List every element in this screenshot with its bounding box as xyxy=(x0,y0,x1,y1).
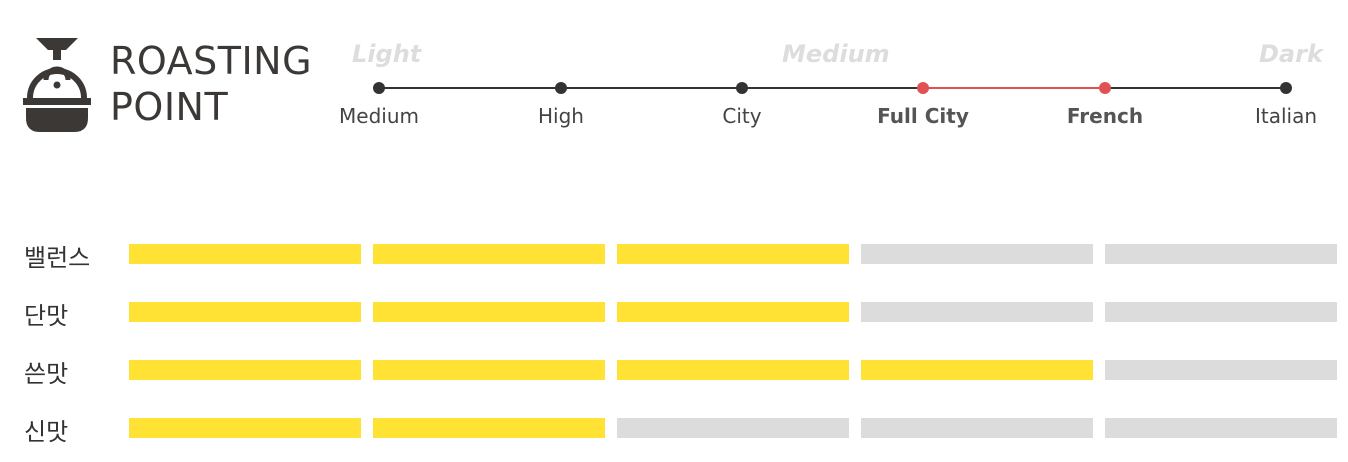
title-line-1: ROASTING xyxy=(110,39,313,83)
taste-level-bar xyxy=(861,302,1093,322)
taste-level-bar xyxy=(861,418,1093,438)
roast-level-dot xyxy=(555,82,567,94)
taste-level-bar xyxy=(373,302,605,322)
roast-level-label: High xyxy=(538,104,584,128)
taste-level-bar xyxy=(1105,302,1337,322)
taste-label-balance: 밸런스 xyxy=(24,244,91,272)
scale-heading-medium: Medium xyxy=(782,40,890,68)
taste-level-bar xyxy=(617,418,849,438)
taste-level-bar xyxy=(617,302,849,322)
taste-label-acidity: 신맛 xyxy=(24,418,69,446)
roast-level-label: City xyxy=(722,104,762,128)
taste-level-bar xyxy=(1105,244,1337,264)
taste-level-bar xyxy=(1105,418,1337,438)
roast-level-label: Italian xyxy=(1254,104,1318,128)
taste-label-bitterness: 쓴맛 xyxy=(24,360,69,388)
taste-label-sweetness: 단맛 xyxy=(24,302,69,330)
taste-level-bar xyxy=(373,360,605,380)
taste-level-bar xyxy=(617,360,849,380)
roast-level-dot xyxy=(1099,82,1111,94)
title-line-2: POINT xyxy=(110,85,229,129)
roast-level-label: Medium xyxy=(339,104,419,128)
taste-level-bar xyxy=(1105,360,1337,380)
roast-level-timeline xyxy=(373,82,1292,94)
taste-level-bar xyxy=(617,244,849,264)
roast-level-dot xyxy=(373,82,385,94)
scale-heading-light: Light xyxy=(352,40,422,68)
taste-level-bar xyxy=(861,360,1093,380)
roast-level-dot xyxy=(736,82,748,94)
taste-level-bar xyxy=(129,302,361,322)
roast-level-label: Full City xyxy=(877,104,969,128)
taste-level-bar xyxy=(129,360,361,380)
roast-level-dot xyxy=(917,82,929,94)
taste-level-bar xyxy=(373,244,605,264)
taste-level-bar xyxy=(373,418,605,438)
taste-level-bar xyxy=(129,244,361,264)
roast-level-dot xyxy=(1280,82,1292,94)
taste-level-bar xyxy=(129,418,361,438)
scale-heading-dark: Dark xyxy=(1259,40,1323,68)
taste-level-bar xyxy=(861,244,1093,264)
coffee-roaster-icon xyxy=(23,38,91,132)
page-title: ROASTING POINT xyxy=(110,38,312,130)
roast-level-label: French xyxy=(1066,104,1144,128)
